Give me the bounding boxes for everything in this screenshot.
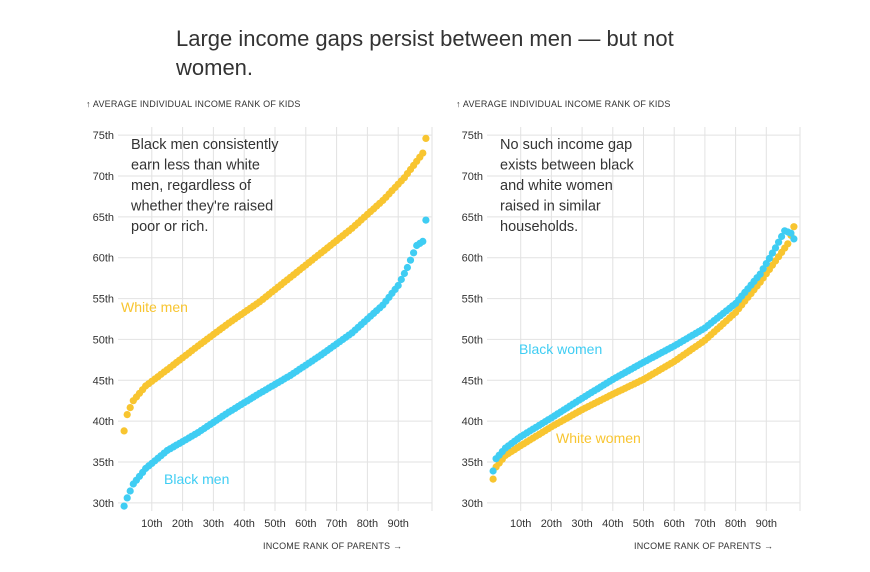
data-point <box>489 475 497 483</box>
x-tick-label: 40th <box>602 518 623 530</box>
y-tick-label: 70th <box>462 171 483 183</box>
data-point <box>756 270 764 278</box>
x-tick-label: 80th <box>725 518 746 530</box>
data-point <box>765 254 774 262</box>
data-point <box>123 411 131 419</box>
y-tick-label: 50th <box>93 334 114 346</box>
x-axis-caption: INCOME RANK OF PARENTS → <box>263 541 402 551</box>
x-tick-label: 60th <box>295 518 316 530</box>
data-point <box>784 240 792 248</box>
data-point <box>419 237 427 245</box>
data-point <box>397 275 405 284</box>
x-tick-label: 20th <box>541 518 562 530</box>
data-point <box>778 232 786 241</box>
x-tick-label: 10th <box>510 518 531 530</box>
series-label: Black women <box>519 341 602 357</box>
x-tick-label: 80th <box>357 518 378 530</box>
data-point <box>489 467 497 475</box>
y-tick-label: 50th <box>462 334 483 346</box>
x-tick-label: 10th <box>141 518 162 530</box>
x-tick-label: 20th <box>172 518 193 530</box>
y-axis-caption: ↑ AVERAGE INDIVIDUAL INCOME RANK OF KIDS <box>86 99 301 109</box>
data-point <box>768 249 777 257</box>
y-tick-label: 55th <box>462 294 483 306</box>
y-tick-label: 45th <box>93 375 114 387</box>
data-point <box>790 235 798 243</box>
x-axis-caption: INCOME RANK OF PARENTS → <box>634 541 773 551</box>
x-tick-label: 60th <box>663 518 684 530</box>
data-point <box>120 502 128 510</box>
annotation-line: raised in similar <box>500 199 601 215</box>
annotation-line: households. <box>500 219 578 235</box>
series-label: Black men <box>164 471 229 487</box>
data-point <box>403 263 411 272</box>
chart-title: Large income gaps persist between men — … <box>176 26 674 80</box>
data-point <box>406 256 415 264</box>
annotation-line: No such income gap <box>500 137 632 153</box>
y-tick-label: 65th <box>93 212 114 224</box>
y-tick-label: 30th <box>462 498 483 510</box>
annotation-line: and white women <box>500 178 613 194</box>
annotation-line: exists between black <box>500 158 635 174</box>
y-tick-label: 60th <box>462 253 483 265</box>
data-point <box>123 494 131 502</box>
annotation-line: earn less than white <box>131 158 260 174</box>
annotation-line: whether they're raised <box>130 199 273 215</box>
y-tick-label: 70th <box>93 171 114 183</box>
x-tick-label: 90th <box>387 518 408 530</box>
data-point <box>126 487 134 495</box>
data-point <box>126 404 134 412</box>
data-point <box>422 216 430 224</box>
data-point <box>787 229 795 237</box>
y-tick-label: 35th <box>462 457 483 469</box>
y-tick-label: 60th <box>93 253 114 265</box>
annotation-line: Black men consistently <box>131 137 279 153</box>
data-point <box>775 238 783 246</box>
y-tick-label: 65th <box>462 212 483 224</box>
data-point <box>790 223 798 231</box>
y-tick-label: 35th <box>93 457 114 469</box>
x-tick-label: 90th <box>756 518 777 530</box>
x-tick-label: 30th <box>571 518 592 530</box>
data-point <box>120 427 128 435</box>
y-tick-label: 45th <box>462 375 483 387</box>
y-tick-label: 30th <box>93 498 114 510</box>
y-tick-label: 75th <box>462 130 483 142</box>
data-point <box>419 149 427 157</box>
data-point <box>400 269 408 278</box>
data-point <box>422 134 430 142</box>
x-tick-label: 40th <box>233 518 254 530</box>
y-axis-caption: ↑ AVERAGE INDIVIDUAL INCOME RANK OF KIDS <box>456 99 671 109</box>
y-tick-label: 40th <box>93 416 114 428</box>
y-tick-label: 75th <box>93 130 114 142</box>
data-point <box>410 249 418 257</box>
data-point <box>759 265 767 273</box>
annotation-line: poor or rich. <box>131 219 208 235</box>
annotation-line: men, regardless of <box>131 178 252 194</box>
data-point <box>394 281 402 290</box>
y-tick-label: 40th <box>462 416 483 428</box>
x-tick-label: 70th <box>694 518 715 530</box>
series-label: White men <box>121 299 188 315</box>
data-point <box>771 244 780 252</box>
x-tick-label: 30th <box>203 518 224 530</box>
data-point <box>762 260 770 268</box>
x-tick-label: 50th <box>264 518 285 530</box>
series-label: White women <box>556 430 641 446</box>
x-tick-label: 50th <box>633 518 654 530</box>
y-tick-label: 55th <box>93 294 114 306</box>
x-tick-label: 70th <box>326 518 347 530</box>
